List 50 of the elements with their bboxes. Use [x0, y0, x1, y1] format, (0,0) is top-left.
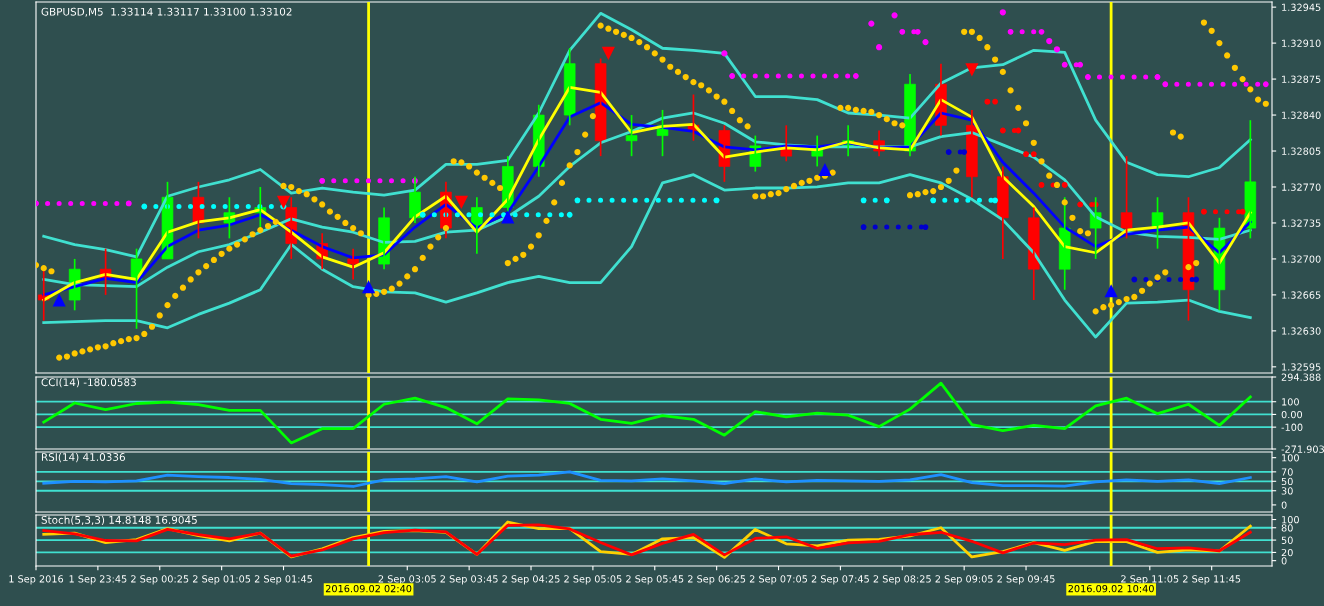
- x-tick-label: 2 Sep 11:05: [1121, 575, 1179, 585]
- x-tick-label: 2 Sep 03:45: [440, 575, 498, 585]
- x-tick-label: 1 Sep 23:45: [69, 575, 127, 585]
- y-tick-label: 0: [1281, 501, 1287, 509]
- y-tick-label: 80: [1281, 524, 1293, 532]
- y-tick-label: 1.32595: [1282, 363, 1321, 371]
- y-tick-label: -271.903: [1281, 445, 1324, 453]
- x-tick-label: 2 Sep 06:25: [688, 575, 746, 585]
- y-tick-label: 1.32735: [1282, 219, 1321, 227]
- chart-title: Stoch(5,3,3) 14.8148 16.9045: [41, 515, 197, 526]
- y-tick-label: 50: [1281, 536, 1293, 544]
- y-tick-label: 0: [1281, 557, 1287, 565]
- x-tick-label: 2 Sep 09:45: [997, 575, 1055, 585]
- x-tick-label: 2 Sep 11:45: [1183, 575, 1241, 585]
- y-tick-label: 1.32910: [1282, 39, 1321, 47]
- y-tick-label: 30: [1281, 487, 1293, 495]
- y-tick-label: 20: [1281, 548, 1293, 557]
- y-tick-label: 294.388: [1281, 373, 1321, 381]
- x-tick-label: 2 Sep 04:25: [502, 575, 560, 585]
- x-tick-label: 2 Sep 07:05: [749, 575, 808, 585]
- x-tick-label: 2 Sep 00:25: [131, 575, 189, 585]
- x-tick-label: 2 Sep 03:05: [378, 575, 436, 585]
- x-tick-label: 2 Sep 09:05: [935, 575, 993, 585]
- x-tick-label: 2 Sep 05:05: [564, 575, 622, 585]
- y-tick-label: 1.32945: [1282, 3, 1321, 11]
- y-tick-label: 1.32630: [1282, 327, 1321, 335]
- y-tick-label: 1.32665: [1282, 291, 1321, 299]
- ref-line-label: 2016.09.02 02:40: [325, 584, 412, 593]
- y-tick-label: -100: [1281, 423, 1303, 431]
- y-tick-label: 1.32700: [1282, 255, 1321, 263]
- chart-title: CCI(14) -180.0583: [41, 378, 136, 388]
- y-tick-label: 50: [1281, 477, 1293, 486]
- x-tick-label: 2 Sep 01:05: [192, 575, 251, 585]
- y-tick-label: 1.32840: [1282, 111, 1321, 119]
- y-tick-label: 1.32770: [1282, 183, 1321, 191]
- x-tick-label: 2 Sep 05:45: [626, 575, 684, 585]
- y-tick-label: 70: [1281, 468, 1293, 476]
- y-tick-label: 100: [1282, 398, 1299, 406]
- x-tick-label: 2 Sep 01:45: [254, 575, 313, 585]
- x-tick-label: 1 Sep 2016: [9, 575, 64, 585]
- y-tick-label: 0.00: [1281, 410, 1303, 419]
- chart-title: GBPUSD,M5 1.33114 1.33117 1.33100 1.33102: [41, 7, 292, 17]
- y-tick-label: 100: [1282, 454, 1299, 462]
- chart-title: RSI(14) 41.0336: [41, 452, 125, 463]
- x-tick-label: 2 Sep 07:45: [811, 575, 869, 585]
- y-tick-label: 1.32805: [1282, 147, 1321, 155]
- y-tick-label: 1.32875: [1282, 75, 1321, 83]
- x-tick-label: 2 Sep 08:25: [873, 575, 931, 585]
- y-tick-label: 100: [1282, 516, 1299, 524]
- ref-line-label: 2016.09.02 10:40: [1068, 584, 1154, 593]
